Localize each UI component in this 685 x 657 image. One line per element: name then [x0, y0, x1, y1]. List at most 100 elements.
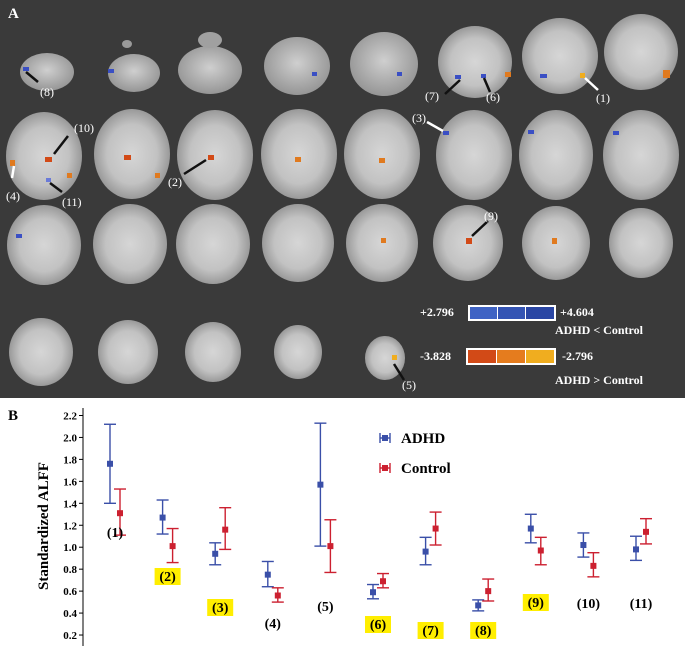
panel-a: A	[0, 0, 685, 398]
brain-slice	[262, 204, 334, 282]
activation-spot	[10, 160, 15, 166]
colorbar-blue: +2.796 +4.604 ADHD < Control	[420, 305, 644, 337]
brain-slice	[176, 204, 250, 284]
activation-spot	[481, 74, 486, 78]
activation-spot	[540, 74, 547, 78]
category-highlight	[207, 599, 234, 616]
mean-point-adhd	[107, 460, 113, 467]
brain-montage: A	[6, 6, 679, 392]
activation-spot	[295, 157, 301, 162]
y-axis-label: Standardized ALFF	[36, 462, 52, 590]
colorbar-blue-min: +2.796	[420, 305, 454, 319]
slice-row-1	[20, 14, 678, 98]
slice-label-10: (10)	[74, 121, 94, 135]
activation-spot	[443, 131, 449, 135]
colorbar-red-max: -2.796	[562, 349, 593, 363]
mean-point-control	[169, 543, 176, 550]
activation-spot	[108, 69, 114, 73]
arrow-4	[10, 165, 16, 179]
slice-label-7: (7)	[425, 89, 439, 103]
arrow-5	[392, 363, 406, 381]
slice-row-2	[6, 109, 679, 200]
colorbar-red-caption: ADHD > Control	[555, 373, 644, 387]
y-tick-label: 1.8	[63, 454, 77, 466]
activation-spot	[46, 178, 51, 182]
brain-slice	[7, 205, 81, 285]
mean-point-adhd	[422, 548, 429, 555]
slice-label-1: (1)	[596, 91, 610, 105]
slice-label-6: (6)	[486, 90, 500, 104]
panel-a-label: A	[8, 6, 19, 22]
brain-slice	[93, 204, 167, 284]
y-tick-label: 0.6	[63, 586, 77, 598]
brain-slice	[519, 110, 593, 200]
panel-b-label: B	[8, 408, 18, 424]
activation-spot	[397, 72, 402, 76]
activation-spot	[379, 158, 385, 163]
colorbar-blue-max: +4.604	[560, 305, 594, 319]
mean-point-control	[643, 528, 649, 535]
category-label: (10)	[577, 597, 601, 612]
y-tick-label: 2.2	[63, 410, 77, 422]
mean-point-control	[327, 543, 334, 550]
mean-point-adhd	[475, 602, 482, 609]
brain-slice	[20, 53, 74, 91]
y-ticks: 2.2 2.0 1.8 1.6 1.4 1.2 1.0 0.8 0.6 0.4 0.2	[63, 410, 83, 642]
category-label: (6)	[370, 618, 387, 633]
activation-spot	[208, 155, 214, 160]
slice-row-4	[9, 318, 405, 386]
mean-point-control	[537, 547, 544, 554]
y-tick-label: 1.2	[63, 520, 77, 532]
mean-point-adhd	[264, 571, 271, 578]
category-label: (5)	[317, 600, 334, 615]
brain-slice	[350, 32, 418, 96]
mean-point-adhd	[580, 542, 587, 549]
mean-point-adhd	[317, 481, 324, 488]
activation-spot	[528, 130, 534, 134]
brain-slice	[344, 109, 420, 199]
y-tick-label: 1.4	[63, 498, 77, 510]
mean-point-control	[485, 588, 492, 595]
activation-spot	[16, 234, 22, 238]
category-label: (9)	[528, 596, 545, 611]
brain-slice	[108, 54, 160, 92]
colorbar-blue-caption: ADHD < Control	[555, 323, 644, 337]
activation-spot	[455, 75, 461, 79]
arrow-10	[53, 135, 69, 155]
y-tick-label: 0.4	[63, 608, 77, 620]
brain-slice	[522, 18, 598, 94]
brain-slice	[185, 322, 241, 382]
category-label: (7)	[422, 624, 439, 639]
slice-label-4: (4)	[6, 189, 20, 203]
mean-point-adhd	[633, 546, 639, 553]
legend: ADHD Control	[379, 431, 451, 477]
brain-slice	[9, 318, 73, 386]
brain-slice	[98, 320, 158, 384]
category-label: (8)	[475, 624, 492, 639]
brain-slice	[198, 32, 222, 48]
mean-point-adhd	[159, 514, 166, 521]
brain-slice	[436, 110, 512, 200]
legend-marker	[382, 435, 388, 441]
category-label: (11)	[630, 597, 653, 612]
mean-point-control	[432, 525, 439, 532]
pointer-arrows	[10, 71, 599, 381]
mean-point-control	[380, 578, 386, 585]
colorbar-red: -3.828 -2.796 ADHD > Control	[420, 348, 644, 387]
category-highlight	[154, 568, 181, 585]
colorbar-red-swatch	[497, 350, 525, 363]
activation-spot	[67, 173, 72, 178]
legend-marker	[382, 465, 388, 471]
slice-label-3: (3)	[412, 111, 426, 125]
arrow-9	[471, 220, 489, 237]
colorbar-blue-swatch	[470, 307, 497, 319]
category-labels: (1) (2) (3) (4) (5) (6) (7) (8) (9) (10) (11)	[107, 526, 653, 639]
activation-spot	[392, 355, 397, 360]
colorbar-red-swatch	[526, 350, 554, 363]
brain-slice	[365, 336, 405, 380]
mean-point-control	[590, 562, 597, 569]
category-highlight	[522, 594, 549, 611]
slice-label-9: (9)	[484, 209, 498, 223]
brain-slice	[609, 208, 673, 278]
arrow-7	[444, 79, 461, 95]
